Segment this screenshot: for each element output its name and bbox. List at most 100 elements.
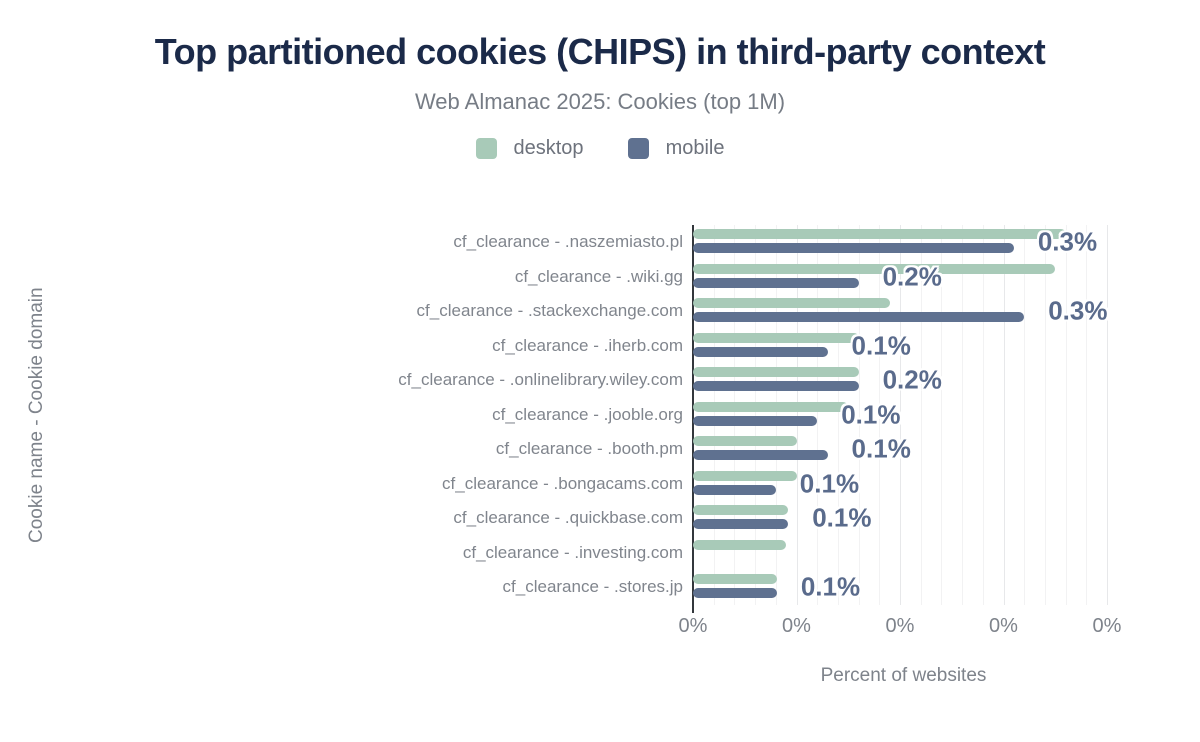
bar-desktop <box>693 298 890 308</box>
row-bars: 0.3% <box>693 294 1114 329</box>
bar-mobile <box>693 415 818 426</box>
chart-row: cf_clearance - .booth.pm 0.1% <box>65 432 1114 467</box>
gridline-major <box>1107 225 1108 605</box>
legend-item-mobile[interactable]: mobile <box>627 137 725 160</box>
bar-desktop <box>693 436 797 446</box>
x-tick-label: 0% <box>678 614 708 637</box>
bar-mobile <box>693 450 828 460</box>
chart-body: cf_clearance - .naszemiasto.pl 0.3% cf_c… <box>65 225 1122 687</box>
legend-swatch-mobile-icon <box>627 138 649 160</box>
gridline-minor <box>962 225 964 605</box>
row-bars: 0.1% <box>693 432 1114 467</box>
bar-desktop <box>693 539 787 550</box>
bar-desktop <box>693 332 859 343</box>
chart-row: cf_clearance - .wiki.gg 0.2% <box>65 260 1114 295</box>
category-label: cf_clearance - .stackexchange.com <box>416 301 683 321</box>
bar-mobile <box>693 277 859 288</box>
bar-mobile <box>693 312 1025 322</box>
gridline-minor <box>837 225 839 605</box>
gridline-minor <box>1044 225 1046 605</box>
bar-value-label: 0.2% <box>882 364 942 395</box>
bar-value-label: 0.2% <box>882 261 942 292</box>
gridline-minor <box>775 225 777 605</box>
gridline-minor <box>982 225 984 605</box>
category-label: cf_clearance - .onlinelibrary.wiley.com <box>398 370 683 390</box>
bar-desktop <box>693 505 789 515</box>
chart-row: cf_clearance - .investing.com <box>65 536 1114 571</box>
gridline-minor <box>1024 225 1026 605</box>
category-label: cf_clearance - .wiki.gg <box>514 266 683 286</box>
chart-row: cf_clearance - .iherb.com 0.1% <box>65 329 1114 364</box>
legend-label-desktop: desktop <box>513 137 584 160</box>
row-bars <box>693 536 1114 571</box>
bar-desktop <box>693 263 1056 274</box>
bar-desktop <box>693 401 849 412</box>
x-ticks: 0% 0% 0% 0% 0% <box>679 605 1122 641</box>
bar-value-label: 0.1% <box>841 399 901 430</box>
category-label: cf_clearance - .bongacams.com <box>442 473 683 493</box>
category-label: cf_clearance - .stores.jp <box>502 577 683 597</box>
row-bars: 0.1% <box>693 398 1114 433</box>
chart-row: cf_clearance - .jooble.org 0.1% <box>65 398 1114 433</box>
legend-label-mobile: mobile <box>665 137 725 160</box>
row-bars: 0.2% <box>693 363 1114 398</box>
gridline-major <box>900 225 901 605</box>
row-bars: 0.1% <box>693 329 1114 364</box>
row-bars: 0.1% <box>693 570 1114 605</box>
bar-mobile <box>693 346 828 357</box>
bar-value-label: 0.3% <box>1037 226 1098 257</box>
chart-legend: desktop mobile <box>0 137 1200 160</box>
category-label: cf_clearance - .iherb.com <box>492 335 683 355</box>
row-bars: 0.2% <box>693 260 1114 295</box>
chart-row: cf_clearance - .quickbase.com 0.1% <box>65 501 1114 536</box>
y-axis-title: Cookie name - Cookie domain <box>26 287 47 543</box>
bar-value-label: 0.1% <box>812 502 872 533</box>
gridlines <box>692 225 1114 613</box>
chart-row: cf_clearance - .bongacams.com 0.1% <box>65 467 1114 502</box>
gridline-minor <box>879 225 881 605</box>
bar-mobile <box>693 484 776 495</box>
chart-row: cf_clearance - .naszemiasto.pl 0.3% <box>65 225 1114 260</box>
bar-value-label: 0.1% <box>799 468 860 499</box>
gridline-major <box>1003 225 1005 605</box>
category-label: cf_clearance - .investing.com <box>462 542 683 562</box>
bar-mobile <box>693 381 859 391</box>
legend-swatch-desktop-icon <box>475 138 497 160</box>
gridline-minor <box>1065 225 1067 605</box>
row-bars: 0.1% <box>693 501 1114 536</box>
bar-desktop <box>693 470 797 481</box>
gridline-minor <box>1086 225 1088 605</box>
bar-value-label: 0.3% <box>1048 295 1108 326</box>
bar-value-label: 0.1% <box>851 433 911 464</box>
bar-desktop <box>693 574 777 584</box>
gridline-major <box>796 225 798 605</box>
chart-rows: cf_clearance - .naszemiasto.pl 0.3% cf_c… <box>65 225 1114 605</box>
row-bars: 0.3% <box>693 225 1114 260</box>
gridline-minor <box>713 225 715 605</box>
bar-desktop <box>693 367 859 377</box>
chart-row: cf_clearance - .stackexchange.com 0.3% <box>65 294 1114 329</box>
row-bars: 0.1% <box>693 467 1114 502</box>
gridline-minor <box>755 225 757 605</box>
x-tick-label: 0% <box>989 614 1018 637</box>
chart-row: cf_clearance - .stores.jp 0.1% <box>65 570 1114 605</box>
category-label: cf_clearance - .booth.pm <box>495 439 683 459</box>
bar-mobile <box>693 519 789 529</box>
x-tick-label: 0% <box>1092 614 1122 637</box>
gridline-minor <box>941 225 943 605</box>
bar-desktop <box>693 229 1066 239</box>
x-tick-label: 0% <box>885 614 915 637</box>
gridline-minor <box>920 225 922 605</box>
category-label: cf_clearance - .naszemiasto.pl <box>453 232 683 252</box>
chart-title: Top partitioned cookies (CHIPS) in third… <box>154 31 1046 72</box>
gridline-minor <box>734 225 736 605</box>
chart-row: cf_clearance - .onlinelibrary.wiley.com … <box>65 363 1114 398</box>
bar-mobile <box>693 243 1014 253</box>
gridline-minor <box>858 225 860 605</box>
category-label: cf_clearance - .jooble.org <box>492 404 683 424</box>
bar-value-label: 0.1% <box>800 571 861 602</box>
bar-mobile <box>693 588 777 598</box>
legend-item-desktop[interactable]: desktop <box>475 137 584 160</box>
category-label: cf_clearance - .quickbase.com <box>453 508 683 528</box>
